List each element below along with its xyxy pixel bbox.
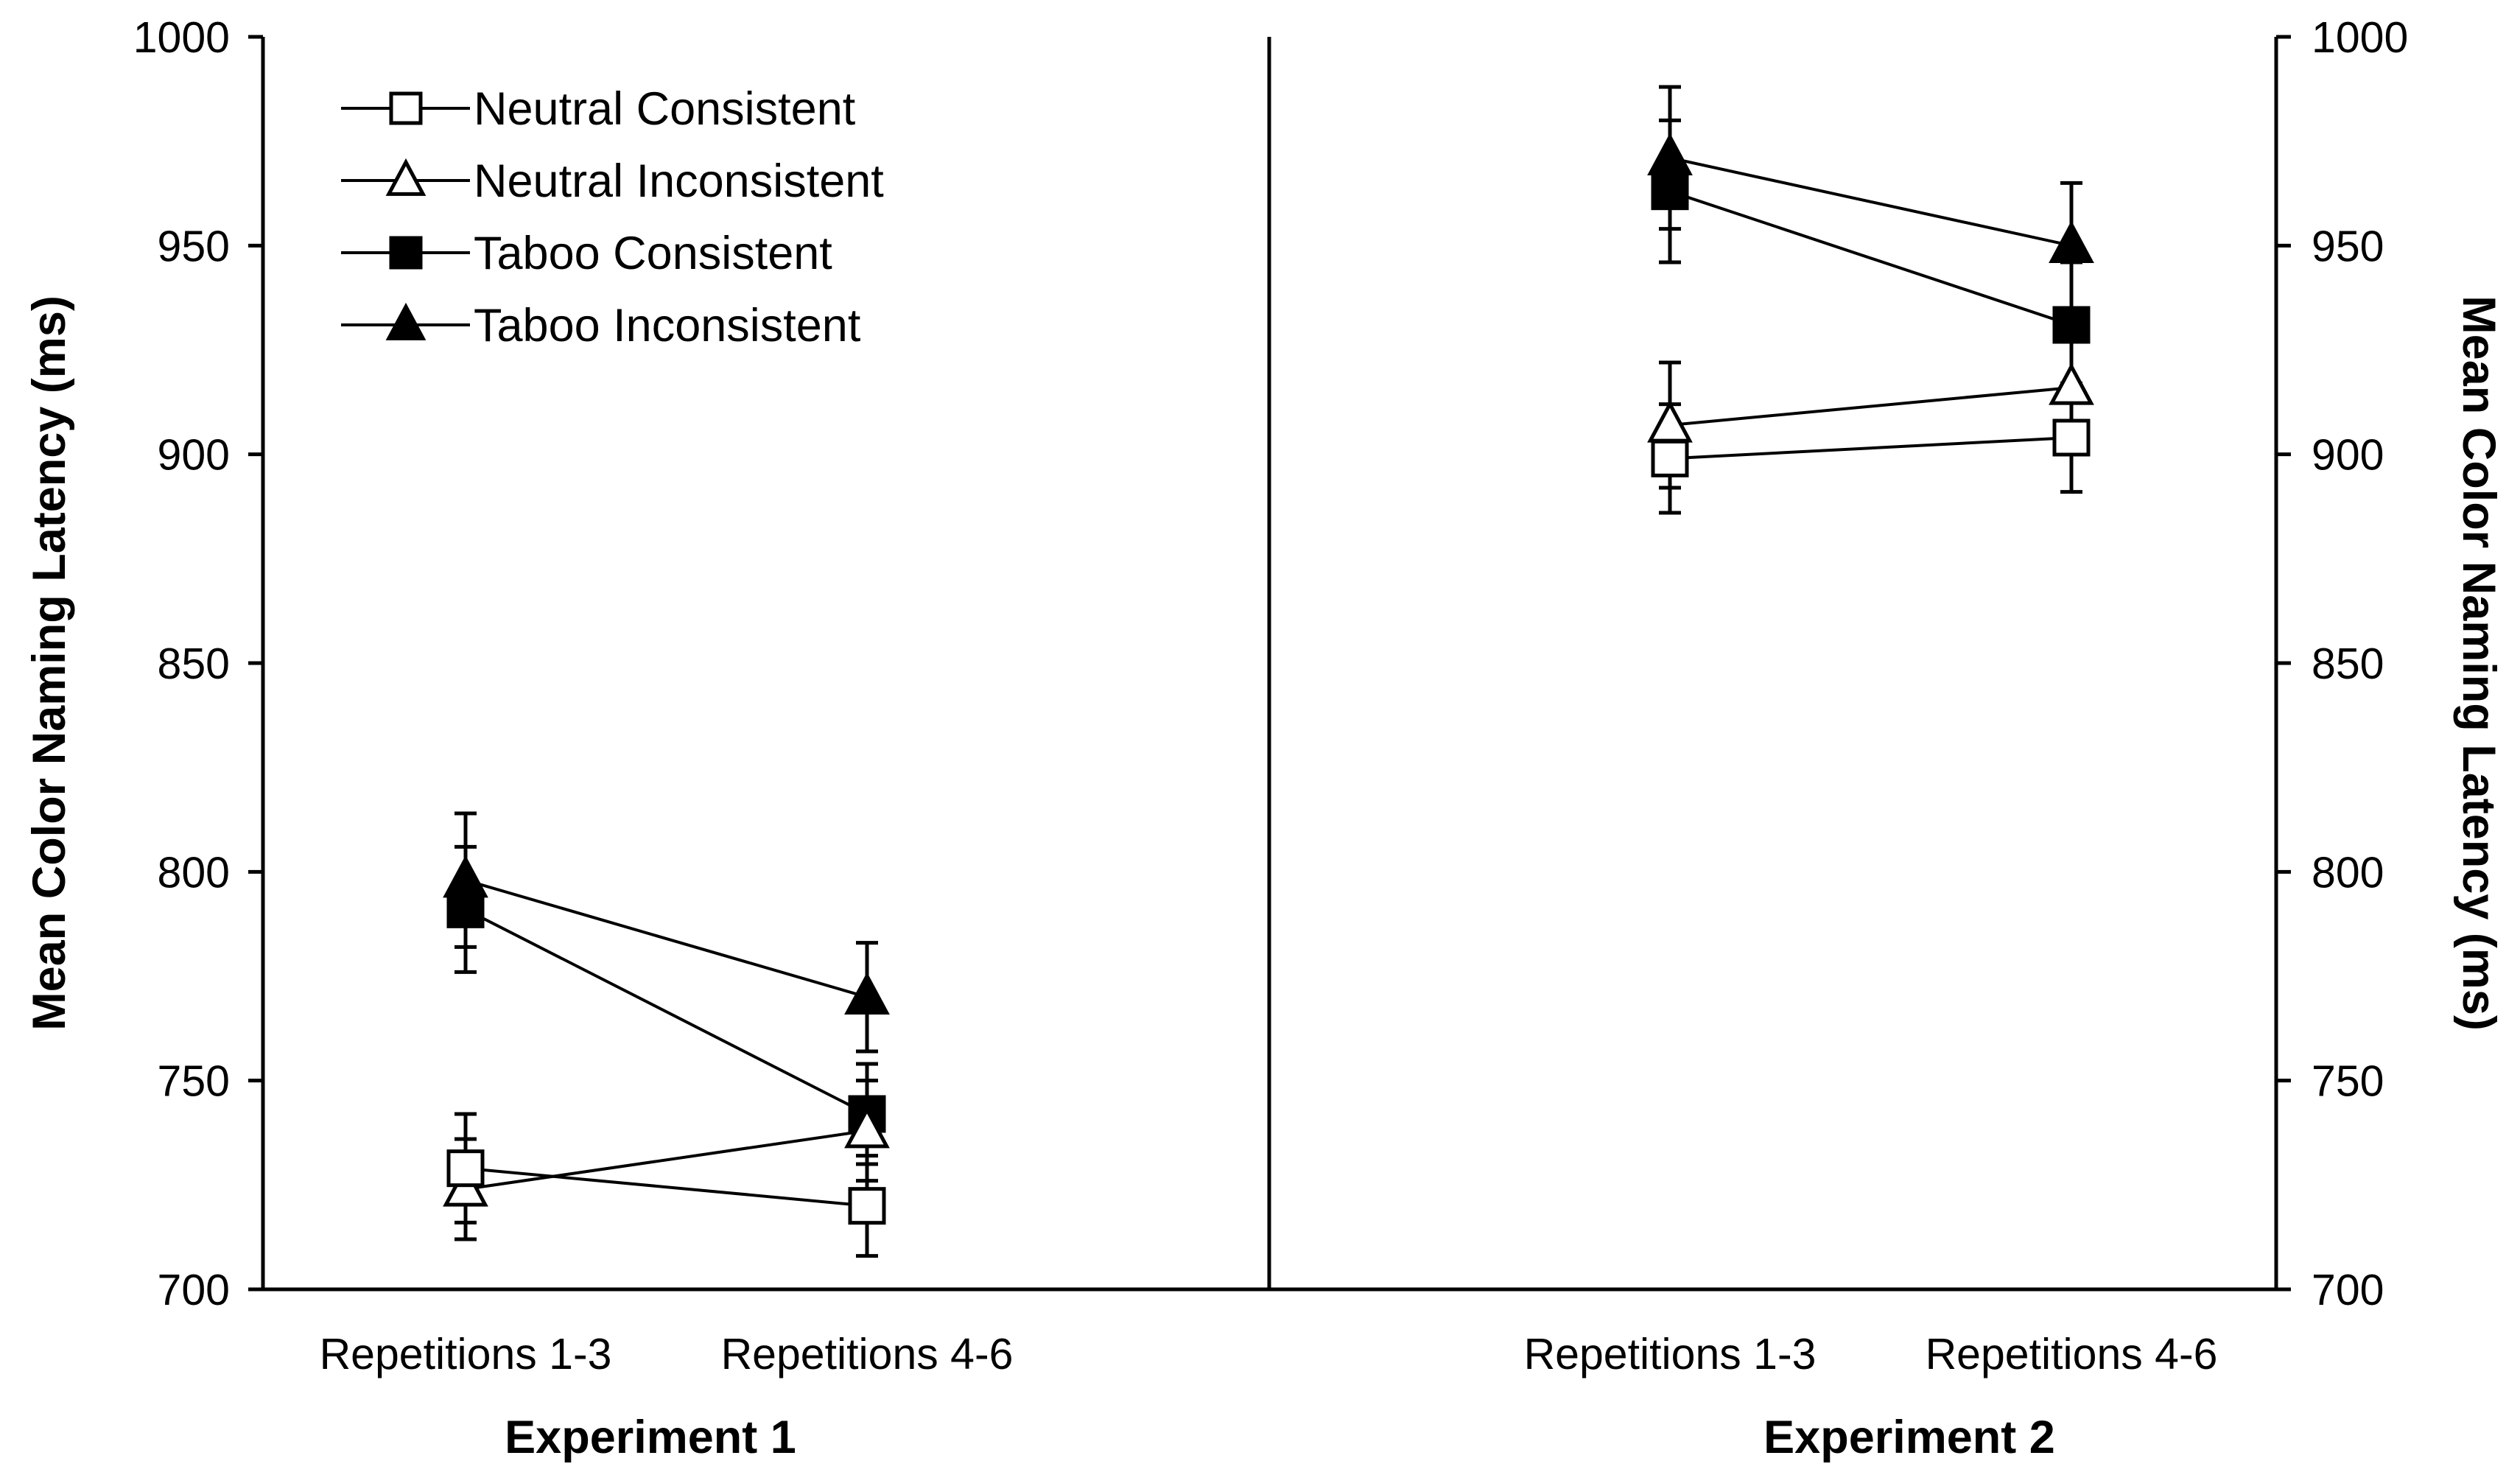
legend-marker xyxy=(389,236,423,270)
experiment-group xyxy=(443,811,890,1258)
data-point xyxy=(844,972,890,1015)
series-line xyxy=(465,908,868,1115)
data-point xyxy=(446,1149,485,1188)
legend-label: Neutral Consistent xyxy=(474,83,856,135)
left-tick-label: 950 xyxy=(158,222,230,270)
y-ticks: 700 700 750 750 800 800 850 850 900 900 950 950 1000… xyxy=(133,13,2409,1314)
data-point xyxy=(2049,220,2094,263)
left-tick-label: 1000 xyxy=(133,13,230,62)
category-label: Repetitions 1-3 xyxy=(320,1330,612,1378)
data-point xyxy=(446,890,485,928)
legend-marker xyxy=(389,91,423,125)
series-line xyxy=(465,1129,868,1191)
data-point xyxy=(848,1187,886,1225)
right-tick-label: 900 xyxy=(2312,431,2384,480)
legend-item: Taboo Consistent xyxy=(341,228,832,279)
data-point xyxy=(2049,362,2094,405)
right-tick-label: 1000 xyxy=(2312,13,2408,62)
data-point xyxy=(443,855,488,898)
data-point xyxy=(1647,133,1693,175)
series-line xyxy=(1669,189,2072,326)
series-line xyxy=(465,878,868,999)
category-labels: Repetitions 1-3 Repetitions 4-6 Experiment… xyxy=(320,1330,2218,1463)
left-tick-label: 700 xyxy=(158,1266,230,1314)
series-line xyxy=(1669,436,2072,460)
plot-area xyxy=(443,85,2094,1258)
data-point xyxy=(1651,439,1689,477)
right-tick-label: 950 xyxy=(2312,222,2384,270)
legend-label: Neutral Inconsistent xyxy=(474,155,884,207)
category-label: Repetitions 4-6 xyxy=(1926,1330,2218,1378)
data-point xyxy=(2052,418,2091,457)
category-label: Repetitions 1-3 xyxy=(1524,1330,1817,1378)
data-point xyxy=(844,1105,890,1149)
left-y-axis-title: Mean Color Naming Latency (ms) xyxy=(24,295,75,1031)
category-label: Repetitions 4-6 xyxy=(721,1330,1014,1378)
right-y-axis-title: Mean Color Naming Latency (ms) xyxy=(2453,295,2505,1031)
legend-label: Taboo Consistent xyxy=(474,228,832,279)
experiment-title: Experiment 1 xyxy=(505,1412,796,1463)
left-tick-label: 850 xyxy=(158,640,230,688)
series-line xyxy=(1669,156,2072,248)
legend-marker xyxy=(385,302,427,340)
right-tick-label: 850 xyxy=(2312,640,2384,688)
series-line xyxy=(465,1166,868,1208)
legend-item: Neutral Inconsistent xyxy=(341,155,884,207)
right-tick-label: 700 xyxy=(2312,1266,2384,1314)
series-line xyxy=(1669,386,2072,427)
right-tick-label: 800 xyxy=(2312,848,2384,897)
left-tick-label: 900 xyxy=(158,431,230,480)
experiment-group xyxy=(1647,85,2094,515)
legend: Neutral Consistent Neutral Inconsistent Ta… xyxy=(341,83,884,351)
legend-marker xyxy=(385,158,427,196)
left-tick-label: 750 xyxy=(158,1057,230,1106)
left-tick-label: 800 xyxy=(158,848,230,897)
experiment-title: Experiment 2 xyxy=(1763,1412,2055,1463)
data-point xyxy=(2052,306,2091,344)
legend-label: Taboo Inconsistent xyxy=(474,300,861,351)
right-tick-label: 750 xyxy=(2312,1057,2384,1106)
data-point xyxy=(1651,172,1689,211)
legend-item: Neutral Consistent xyxy=(341,83,856,135)
legend-item: Taboo Inconsistent xyxy=(341,300,861,351)
